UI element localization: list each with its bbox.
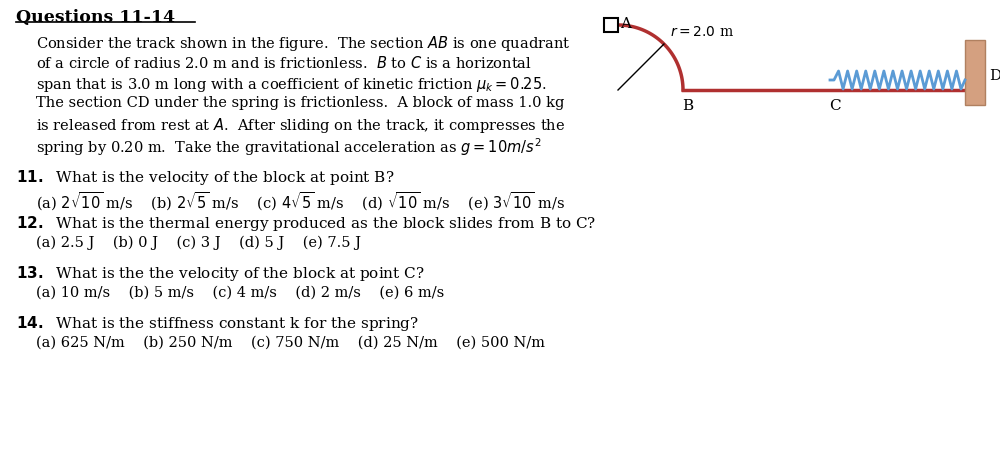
Text: A: A <box>620 17 631 31</box>
Text: span that is 3.0 m long with a coefficient of kinetic friction $\mu_k = 0.25$.: span that is 3.0 m long with a coefficie… <box>36 75 547 94</box>
Text: (a) 10 m/s    (b) 5 m/s    (c) 4 m/s    (d) 2 m/s    (e) 6 m/s: (a) 10 m/s (b) 5 m/s (c) 4 m/s (d) 2 m/s… <box>36 285 444 300</box>
Text: $r = 2.0$ m: $r = 2.0$ m <box>670 25 734 39</box>
Text: Questions 11-14: Questions 11-14 <box>16 9 175 26</box>
Text: $\mathbf{13.}$  What is the the velocity of the block at point C?: $\mathbf{13.}$ What is the the velocity … <box>16 263 425 282</box>
Text: (a) 2.5 J    (b) 0 J    (c) 3 J    (d) 5 J    (e) 7.5 J: (a) 2.5 J (b) 0 J (c) 3 J (d) 5 J (e) 7.… <box>36 236 361 250</box>
Text: $\mathbf{14.}$  What is the stiffness constant k for the spring?: $\mathbf{14.}$ What is the stiffness con… <box>16 313 419 332</box>
Text: is released from rest at $A$.  After sliding on the track, it compresses the: is released from rest at $A$. After slid… <box>36 116 565 135</box>
Text: spring by 0.20 m.  Take the gravitational acceleration as $g = 10m/s^2$: spring by 0.20 m. Take the gravitational… <box>36 136 541 158</box>
Text: B: B <box>682 99 694 113</box>
Text: of a circle of radius 2.0 m and is frictionless.  $B$ to $C$ is a horizontal: of a circle of radius 2.0 m and is frict… <box>36 54 532 70</box>
Text: Consider the track shown in the figure.  The section $AB$ is one quadrant: Consider the track shown in the figure. … <box>36 34 570 53</box>
Text: D: D <box>989 69 1000 83</box>
Bar <box>604 19 618 33</box>
Text: The section CD under the spring is frictionless.  A block of mass 1.0 kg: The section CD under the spring is frict… <box>36 95 564 109</box>
Text: $\mathbf{12.}$  What is the thermal energy produced as the block slides from B t: $\mathbf{12.}$ What is the thermal energ… <box>16 213 596 232</box>
Text: C: C <box>829 99 841 113</box>
Text: (a) $2\sqrt{10}$ m/s    (b) $2\sqrt{5}$ m/s    (c) $4\sqrt{5}$ m/s    (d) $\sqrt: (a) $2\sqrt{10}$ m/s (b) $2\sqrt{5}$ m/s… <box>36 189 565 212</box>
Text: (a) 625 N/m    (b) 250 N/m    (c) 750 N/m    (d) 25 N/m    (e) 500 N/m: (a) 625 N/m (b) 250 N/m (c) 750 N/m (d) … <box>36 335 545 349</box>
Text: $\mathbf{11.}$  What is the velocity of the block at point B?: $\mathbf{11.}$ What is the velocity of t… <box>16 168 395 187</box>
Bar <box>965 41 985 106</box>
